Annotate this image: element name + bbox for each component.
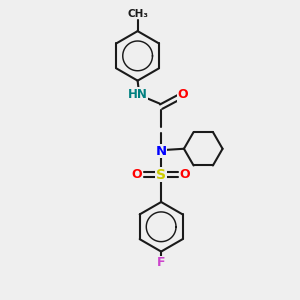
Text: HN: HN xyxy=(128,88,148,101)
Text: F: F xyxy=(157,256,165,269)
Text: O: O xyxy=(177,88,188,101)
Text: CH₃: CH₃ xyxy=(127,9,148,19)
Text: N: N xyxy=(156,145,167,158)
Text: O: O xyxy=(180,168,190,181)
Text: S: S xyxy=(156,168,166,182)
Text: O: O xyxy=(132,168,142,181)
